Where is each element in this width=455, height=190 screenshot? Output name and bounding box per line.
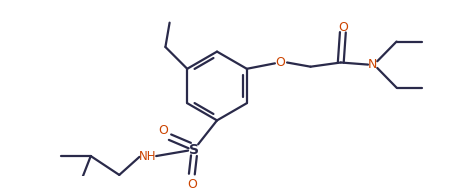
Text: N: N — [368, 58, 377, 71]
Text: O: O — [187, 178, 197, 190]
Text: O: O — [338, 21, 348, 34]
Text: O: O — [158, 124, 168, 137]
Text: NH: NH — [139, 150, 157, 163]
Text: S: S — [189, 143, 199, 157]
Text: O: O — [275, 56, 285, 69]
